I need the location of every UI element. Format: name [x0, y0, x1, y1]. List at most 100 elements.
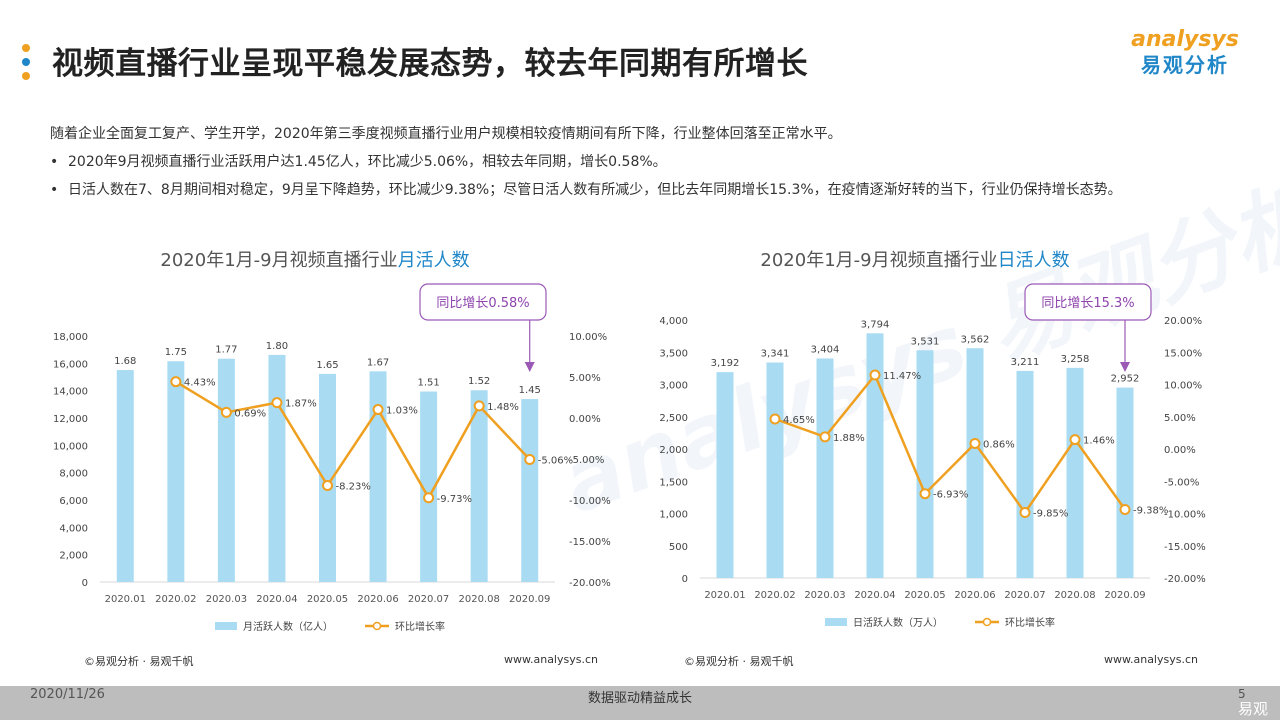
yoy-callout-text: 同比增长15.3%	[1041, 296, 1134, 311]
right-axis-tick: 0.00%	[1164, 445, 1196, 456]
growth-rate-label: 1.46%	[1083, 436, 1115, 447]
growth-rate-point	[170, 376, 182, 388]
right-axis-tick: -5.00%	[569, 455, 604, 466]
left-axis-tick: 8,000	[59, 469, 88, 480]
right-axis-tick: 15.00%	[1164, 348, 1202, 359]
category-label: 2020.07	[1004, 590, 1045, 601]
bar	[268, 354, 286, 582]
right-axis-tick: -10.00%	[569, 496, 611, 507]
growth-rate-label: -9.38%	[1133, 506, 1168, 517]
growth-rate-label: 4.43%	[184, 378, 216, 389]
title-decoration-dots	[22, 44, 30, 86]
category-label: 2020.02	[754, 590, 795, 601]
growth-rate-point	[220, 406, 232, 418]
left-axis-tick: 18,000	[53, 332, 88, 343]
bar	[369, 371, 387, 582]
bar	[916, 350, 934, 578]
right-axis-tick: -5.00%	[1164, 477, 1199, 488]
bar	[1116, 387, 1134, 578]
left-axis-tick: 6,000	[59, 496, 88, 507]
bullet-dot: •	[50, 154, 59, 170]
growth-rate-point	[819, 431, 831, 443]
legend-bar-swatch	[215, 622, 237, 630]
category-label: 2020.08	[1054, 590, 1095, 601]
growth-rate-label: -9.73%	[437, 494, 472, 505]
bar	[966, 348, 984, 578]
bar	[470, 390, 488, 582]
bar	[521, 399, 539, 582]
legend-line-marker	[372, 621, 382, 631]
category-label: 2020.05	[904, 590, 945, 601]
intro-paragraph: 随着企业全面复工复产、学生开学，2020年第三季度视频直播行业用户规模相较疫情期…	[50, 126, 842, 142]
bar-value-label: 1.52	[468, 376, 490, 387]
left-axis-tick: 1,000	[659, 510, 688, 521]
bar-value-label: 3,341	[761, 349, 790, 360]
bar-value-label: 2,952	[1111, 374, 1140, 385]
legend-line-label: 环比增长率	[395, 620, 445, 633]
category-label: 2020.09	[1104, 590, 1145, 601]
bar-value-label: 1.67	[367, 357, 389, 368]
growth-rate-label: 1.88%	[833, 433, 865, 444]
growth-rate-label: -6.93%	[933, 490, 968, 501]
bar-value-label: 1.65	[316, 360, 338, 371]
category-label: 2020.07	[408, 594, 449, 605]
category-label: 2020.03	[804, 590, 845, 601]
footer-brand: 易观	[1238, 700, 1269, 718]
bar-value-label: 3,258	[1061, 354, 1090, 365]
left-axis-tick: 2,000	[59, 551, 88, 562]
footer-slogan: 数据驱动精益成长	[587, 691, 692, 706]
left-axis-tick: 2,500	[659, 413, 688, 424]
bar-value-label: 3,404	[811, 344, 840, 355]
bullet-item: • 日活人数在7、8月期间相对稳定，9月呈下降趋势，环比减少9.38%；尽管日活…	[50, 176, 1250, 204]
growth-rate-label: 0.69%	[234, 408, 266, 419]
right-axis-tick: -15.00%	[1164, 542, 1206, 553]
chart-dau: 0 500 1,000 1,500 2,000 2,500 3,000 3,500 4,000 -…	[659, 283, 1206, 629]
category-label: 2020.06	[357, 594, 398, 605]
right-axis-tick: -20.00%	[1164, 574, 1206, 585]
bar-value-label: 3,794	[861, 319, 890, 330]
legend-bar-label: 日活跃人数（万人）	[853, 616, 943, 629]
site-label: www.analysys.cn	[1104, 653, 1198, 666]
growth-rate-label: -8.23%	[336, 481, 371, 492]
growth-rate-point	[1019, 507, 1031, 519]
growth-rate-point	[1069, 434, 1081, 446]
chart-title-highlight: 日活人数	[997, 250, 1070, 271]
growth-rate-label: 1.03%	[386, 406, 418, 417]
source-label: ©易观分析 · 易观千帆	[684, 655, 794, 668]
left-axis-tick: 1,500	[659, 477, 688, 488]
growth-rate-point	[1119, 504, 1131, 516]
right-axis-tick: -15.00%	[569, 537, 611, 548]
chart-title-mau: 2020年1月-9月视频直播行业月活人数	[60, 246, 570, 272]
category-label: 2020.08	[458, 594, 499, 605]
legend-line-label: 环比增长率	[1005, 616, 1055, 629]
callout-arrow-head	[524, 362, 535, 372]
bar-value-label: 1.51	[417, 378, 439, 389]
right-axis-tick: -20.00%	[569, 578, 611, 589]
bar-value-label: 1.75	[165, 347, 187, 358]
title-dot	[22, 58, 30, 66]
growth-rate-point	[473, 400, 485, 412]
source-label: ©易观分析 · 易观千帆	[84, 655, 194, 668]
bullet-text: 日活人数在7、8月期间相对稳定，9月呈下降趋势，环比减少9.38%；尽管日活人数…	[68, 182, 1122, 198]
bar-value-label: 3,211	[1011, 357, 1040, 368]
left-axis-tick: 16,000	[53, 359, 88, 370]
title-dot	[22, 72, 30, 80]
page-title: 视频直播行业呈现平稳发展态势，较去年同期有所增长	[52, 46, 808, 82]
bar-value-label: 1.80	[266, 341, 288, 352]
growth-rate-point	[969, 437, 981, 449]
site-label: www.analysys.cn	[504, 653, 598, 666]
left-axis-tick: 12,000	[53, 414, 88, 425]
left-axis-tick: 2,000	[659, 445, 688, 456]
bullet-item: • 2020年9月视频直播行业活跃用户达1.45亿人，环比减少5.06%，相较去…	[50, 148, 1250, 176]
left-axis-tick: 14,000	[53, 387, 88, 398]
legend-bar-swatch	[825, 618, 847, 626]
growth-rate-point	[869, 369, 881, 381]
bar-value-label: 3,562	[961, 334, 990, 345]
chart-title-highlight: 月活人数	[397, 250, 470, 271]
yoy-callout-box	[1024, 283, 1152, 321]
legend-line-marker	[982, 617, 992, 627]
bullet-text: 2020年9月视频直播行业活跃用户达1.45亿人，环比减少5.06%，相较去年同…	[68, 154, 667, 170]
category-label: 2020.04	[256, 594, 297, 605]
bar	[217, 358, 235, 582]
bar	[716, 372, 734, 578]
